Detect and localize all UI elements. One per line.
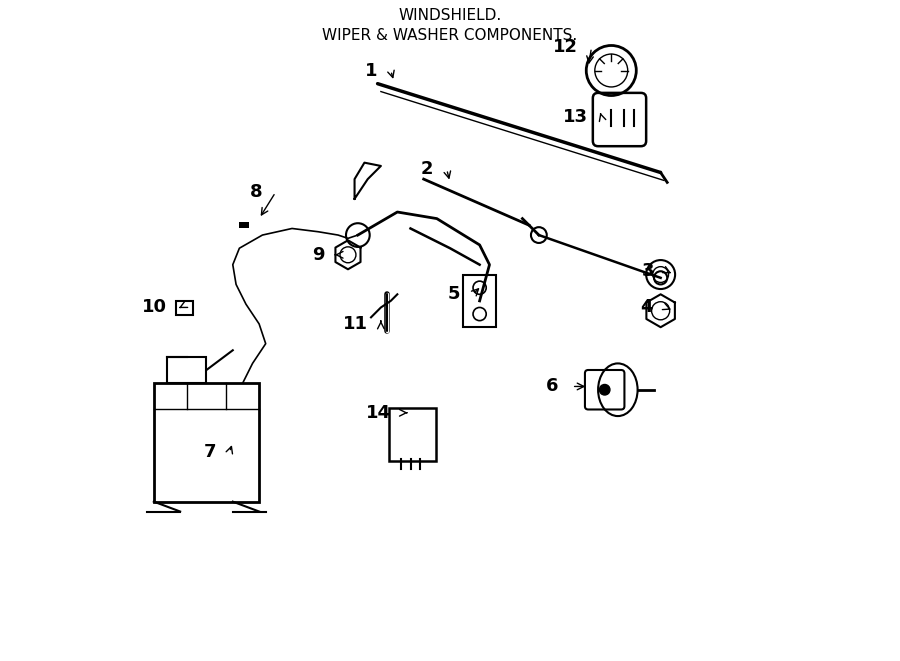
Text: 7: 7 xyxy=(203,444,216,461)
Text: 8: 8 xyxy=(250,183,263,201)
Text: 4: 4 xyxy=(640,299,652,317)
Text: 13: 13 xyxy=(563,108,589,126)
Text: 9: 9 xyxy=(312,246,325,264)
Text: 3: 3 xyxy=(642,262,654,280)
Text: 14: 14 xyxy=(365,404,391,422)
Text: 10: 10 xyxy=(142,299,167,317)
Bar xyxy=(239,222,249,229)
Text: WINDSHIELD.: WINDSHIELD. xyxy=(399,8,501,23)
Text: 1: 1 xyxy=(365,61,378,79)
Text: 2: 2 xyxy=(421,160,434,178)
Text: 12: 12 xyxy=(554,38,579,56)
Text: WIPER & WASHER COMPONENTS.: WIPER & WASHER COMPONENTS. xyxy=(322,28,578,43)
Bar xyxy=(464,274,496,327)
Text: 11: 11 xyxy=(343,315,368,333)
Circle shape xyxy=(599,385,610,395)
Text: 5: 5 xyxy=(447,286,460,303)
Text: 6: 6 xyxy=(546,377,559,395)
